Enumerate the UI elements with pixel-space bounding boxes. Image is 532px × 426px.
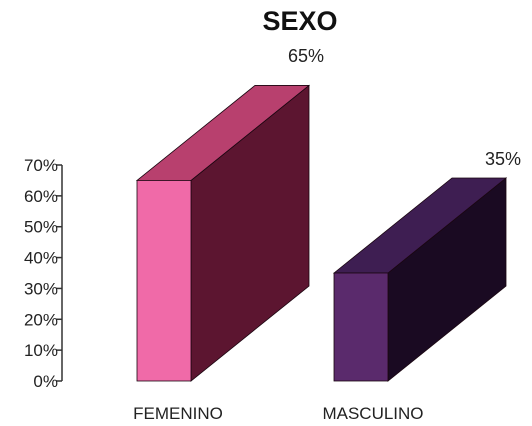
bars	[135, 84, 508, 382]
y-tick-label: 20%	[24, 310, 58, 329]
data-label: 65%	[288, 46, 324, 66]
y-tick-label: 30%	[24, 279, 58, 298]
y-tick-label: 70%	[24, 156, 58, 175]
chart-title: SEXO	[262, 6, 337, 36]
y-tick-label: 60%	[24, 187, 58, 206]
y-tick-label: 0%	[33, 372, 58, 391]
bar-front-face	[333, 272, 389, 382]
y-tick-label: 40%	[24, 249, 58, 268]
x-tick-label: MASCULINO	[322, 404, 423, 423]
y-tick-label: 50%	[24, 218, 58, 237]
y-tick-label: 10%	[24, 341, 58, 360]
labels: 65% FEMENINO 35% MASCULINO	[133, 46, 521, 423]
bar-femenino	[135, 84, 311, 382]
data-label: 35%	[485, 149, 521, 169]
bar-masculino	[332, 177, 508, 382]
x-tick-label: FEMENINO	[133, 404, 223, 423]
bar-front-face	[136, 180, 192, 382]
y-axis: 0% 10% 20% 30% 40% 50% 60% 70%	[24, 156, 63, 391]
